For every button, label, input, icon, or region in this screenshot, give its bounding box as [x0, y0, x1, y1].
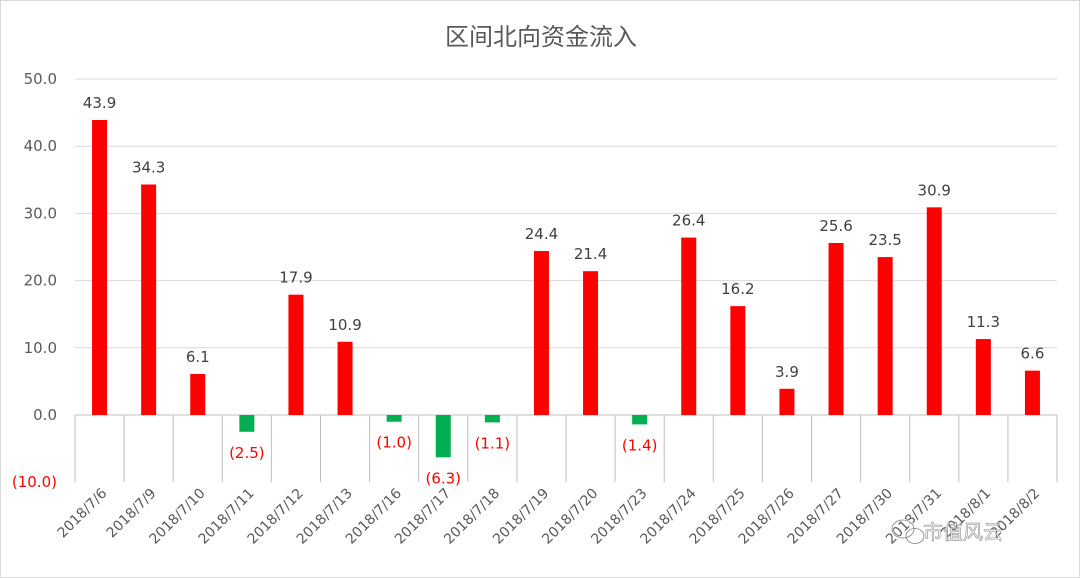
bar: [681, 237, 697, 415]
data-label: (1.0): [376, 434, 412, 452]
y-tick-label: 0.0: [33, 406, 57, 424]
x-tick-layer: 2018/7/62018/7/92018/7/102018/7/112018/7…: [55, 485, 1044, 547]
bar: [877, 257, 893, 415]
data-label: 43.9: [83, 94, 116, 112]
data-label: 16.2: [721, 280, 754, 298]
data-label: 3.9: [775, 363, 799, 381]
data-label: 6.1: [186, 348, 210, 366]
y-tick-label: (10.0): [12, 473, 57, 491]
watermark: 市值风云: [890, 518, 1003, 545]
bar: [779, 388, 795, 415]
y-tick-label: 20.0: [24, 272, 57, 290]
bar: [288, 294, 304, 415]
data-label: 25.6: [819, 217, 852, 235]
bar: [190, 374, 206, 415]
bar: [239, 415, 255, 432]
bar: [926, 207, 942, 415]
data-label-layer: 43.9 34.3 6.1 (2.5) 17.9 10.9 (1.0) (6.3) (1.1) 2…: [83, 94, 1045, 487]
bar: [92, 119, 108, 415]
data-label: 21.4: [574, 245, 607, 263]
bar: [337, 341, 353, 415]
data-label: (2.5): [229, 444, 265, 462]
bar: [583, 271, 599, 415]
bar-layer: [92, 119, 1040, 458]
bar: [1024, 370, 1040, 415]
data-label: 26.4: [672, 212, 705, 230]
wechat-icon: [890, 518, 926, 545]
bar: [435, 415, 451, 458]
chart-title: 区间北向资金流入: [445, 23, 637, 51]
data-label: (6.3): [425, 469, 461, 487]
data-label: 6.6: [1021, 345, 1045, 363]
y-tick-label: 30.0: [24, 204, 57, 222]
data-label: 11.3: [967, 313, 1000, 331]
bar: [828, 242, 844, 415]
watermark-text: 市值风云: [923, 520, 1003, 544]
y-tick-label: 50.0: [24, 70, 57, 88]
data-label: 24.4: [525, 225, 558, 243]
data-label: 34.3: [132, 159, 165, 177]
data-label: 30.9: [918, 181, 951, 199]
bar: [730, 306, 746, 415]
y-tick-label: 40.0: [24, 137, 57, 155]
data-label: 23.5: [868, 231, 901, 249]
bar: [975, 339, 991, 415]
data-label: (1.1): [475, 434, 511, 452]
grid-layer: (10.0) 0.0 10.0 20.0 30.0 40.0 50.0: [12, 70, 1058, 491]
bar: [533, 251, 549, 415]
data-label: 10.9: [328, 316, 361, 334]
x-tick-label: 2018/7/6: [55, 485, 111, 541]
bar: [484, 415, 500, 423]
data-label: 17.9: [279, 269, 312, 287]
bar: [386, 415, 402, 422]
bar: [141, 184, 157, 415]
y-tick-label: 10.0: [24, 339, 57, 357]
data-label: (1.4): [622, 436, 658, 454]
bar: [632, 415, 648, 425]
